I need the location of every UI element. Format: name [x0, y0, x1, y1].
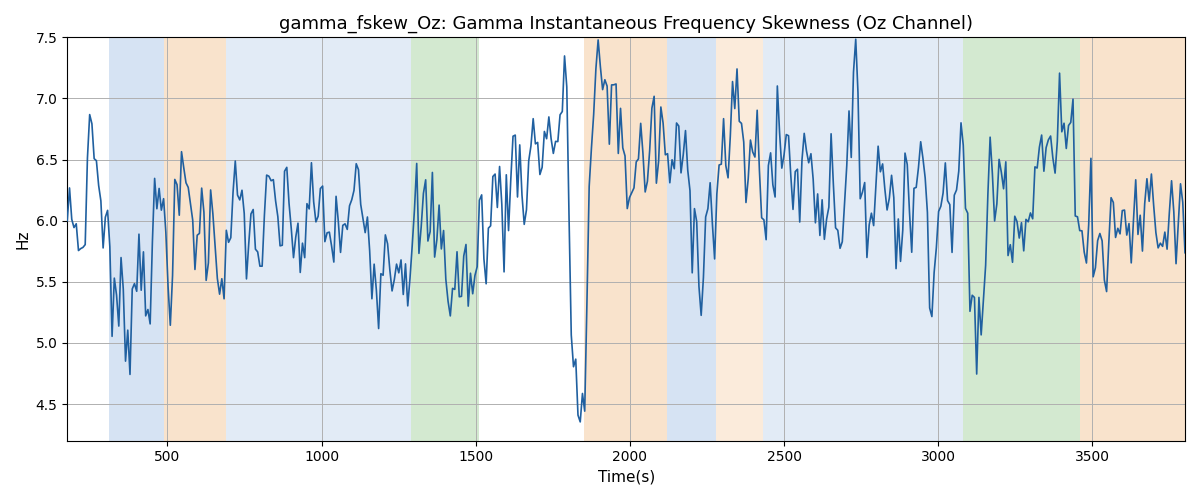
Bar [667, 38, 716, 440]
Bar [164, 38, 226, 440]
Bar [762, 38, 889, 440]
Bar [889, 38, 962, 440]
Bar [1080, 38, 1186, 440]
Bar [583, 38, 667, 440]
Bar [962, 38, 1080, 440]
Bar [109, 38, 164, 440]
Y-axis label: Hz: Hz [16, 230, 30, 249]
X-axis label: Time(s): Time(s) [598, 470, 655, 485]
Bar [412, 38, 479, 440]
Bar [716, 38, 762, 440]
Title: gamma_fskew_Oz: Gamma Instantaneous Frequency Skewness (Oz Channel): gamma_fskew_Oz: Gamma Instantaneous Freq… [280, 15, 973, 34]
Bar [226, 38, 412, 440]
